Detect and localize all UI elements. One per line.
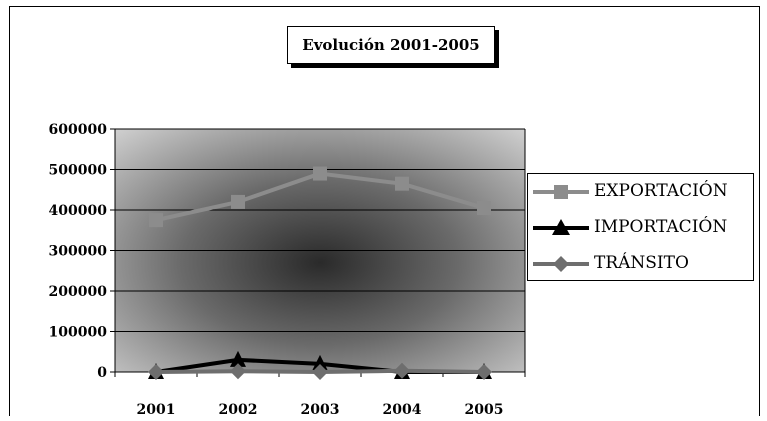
data-point-square — [477, 200, 491, 215]
data-point-diamond — [394, 362, 410, 379]
legend-label: IMPORTACIÓN — [594, 217, 728, 237]
data-point-square — [149, 213, 163, 228]
x-tick-label: 2004 — [383, 402, 422, 418]
chart-title-text: Evolución 2001-2005 — [302, 36, 480, 54]
legend-item-importacion: IMPORTACIÓN — [528, 213, 753, 243]
x-tick-label: 2002 — [219, 402, 258, 418]
legend-diamond-marker-icon — [533, 256, 589, 272]
legend-triangle-marker-icon — [533, 219, 589, 235]
y-tick-label: 100000 — [49, 325, 108, 341]
legend-item-exportacion: EXPORTACIÓN — [528, 177, 753, 207]
data-point-triangle — [230, 350, 246, 367]
chart-legend: EXPORTACIÓN IMPORTACIÓN TRÁNSITO — [527, 173, 754, 281]
x-tick-label: 2005 — [465, 402, 504, 418]
chart-title: Evolución 2001-2005 — [287, 26, 495, 64]
y-tick-label: 300000 — [49, 244, 108, 260]
y-tick-label: 200000 — [49, 284, 108, 300]
y-tick-label: 500000 — [49, 163, 108, 179]
data-point-diamond — [312, 364, 328, 380]
legend-label: TRÁNSITO — [594, 253, 689, 273]
y-tick-label: 600000 — [49, 122, 108, 138]
data-point-square — [313, 166, 327, 181]
y-tick-label: 400000 — [49, 203, 108, 219]
data-point-diamond — [476, 364, 492, 380]
legend-square-marker-icon — [533, 185, 589, 199]
x-tick-label: 2001 — [137, 402, 176, 418]
data-point-square — [231, 194, 245, 209]
data-point-diamond — [148, 364, 164, 380]
data-point-diamond — [230, 363, 246, 380]
y-tick-label: 0 — [97, 365, 107, 381]
legend-item-transito: TRÁNSITO — [528, 249, 753, 279]
x-tick-label: 2003 — [301, 402, 340, 418]
legend-label: EXPORTACIÓN — [594, 181, 728, 201]
data-point-square — [395, 176, 409, 191]
data-point-triangle — [312, 354, 328, 371]
